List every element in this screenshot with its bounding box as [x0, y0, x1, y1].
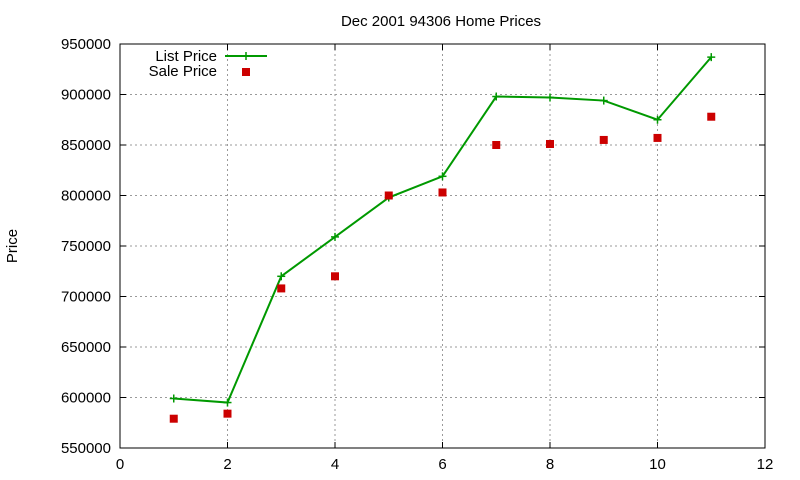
sale-price-point: [707, 112, 716, 121]
y-tick-label: 900000: [61, 87, 111, 104]
x-tick-label: 8: [546, 456, 554, 473]
sale-price-point: [277, 284, 286, 293]
y-axis-label: Price: [4, 229, 21, 263]
y-tick-label: 950000: [61, 36, 111, 53]
x-tick-label: 0: [116, 456, 124, 473]
x-tick-label: 2: [223, 456, 231, 473]
series: [169, 53, 716, 423]
legend-label-sale-price: Sale Price: [149, 63, 217, 80]
y-tick-label: 750000: [61, 238, 111, 255]
grid: [120, 44, 765, 448]
legend-marker-sale-price: [242, 68, 250, 76]
y-tick-label: 800000: [61, 188, 111, 205]
sale-price-point: [384, 191, 393, 200]
list-price-point: [546, 93, 554, 102]
list-price-point: [492, 92, 501, 101]
list-price-point: [599, 96, 608, 105]
y-tick-label: 700000: [61, 289, 111, 306]
list-price-point: [438, 172, 447, 181]
x-tick-label: 12: [757, 456, 774, 473]
list-price-point: [223, 398, 232, 407]
sale-price-point: [599, 135, 608, 144]
axis-ticks: 550000 600000 650000 700000 750000 800000 8500…: [61, 36, 773, 473]
x-tick-label: 10: [649, 456, 666, 473]
legend: List Price Sale Price: [149, 48, 267, 80]
sale-price-point: [438, 188, 447, 197]
y-tick-label: 600000: [61, 390, 111, 407]
legend-marker-list-price: [242, 52, 250, 60]
sale-price-point: [546, 139, 554, 148]
sale-price-point: [223, 409, 232, 418]
y-tick-label: 850000: [61, 137, 111, 154]
sale-price-point: [331, 272, 339, 281]
list-price-point: [653, 115, 662, 124]
y-tick-label: 650000: [61, 339, 111, 356]
list-price-point: [277, 272, 286, 281]
sale-price-point: [492, 141, 501, 149]
sale-price-point: [169, 414, 178, 423]
x-tick-label: 6: [438, 456, 446, 473]
x-tick-label: 4: [331, 456, 339, 473]
chart-title: Dec 2001 94306 Home Prices: [341, 13, 541, 30]
list-price-point: [331, 232, 339, 241]
list-price-point: [707, 53, 716, 62]
legend-label-list-price: List Price: [155, 48, 217, 65]
y-tick-label: 550000: [61, 440, 111, 457]
sale-price-point: [653, 133, 662, 142]
list-price-point: [169, 394, 178, 403]
